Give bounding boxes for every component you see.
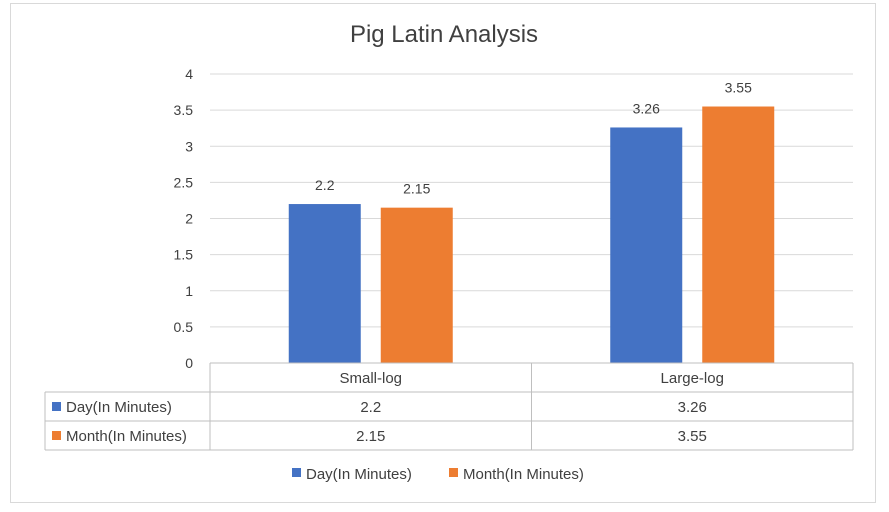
legend-label: Month(In Minutes)	[463, 466, 584, 483]
table-legend-key	[52, 402, 61, 411]
data-label: 2.2	[315, 177, 335, 193]
y-tick-label: 3.5	[174, 102, 194, 118]
legend-key	[292, 468, 301, 477]
chart-frame	[10, 3, 876, 503]
data-label: 3.26	[633, 100, 660, 116]
x-tick-label: Large-log	[661, 370, 724, 387]
y-tick-label: 1.5	[174, 247, 194, 263]
table-series-name: Month(In Minutes)	[66, 428, 187, 445]
data-labels: 2.2 2.15 3.26 3.55	[315, 80, 752, 197]
bars	[288, 106, 775, 363]
y-axis-ticks: 0 0.5 1 1.5 2 2.5 3 3.5 4	[174, 66, 194, 371]
legend-label: Day(In Minutes)	[306, 466, 412, 483]
data-label: 2.15	[403, 181, 430, 197]
table-cell-value: 2.2	[360, 399, 381, 416]
chart-title: Pig Latin Analysis	[350, 21, 538, 48]
y-tick-label: 4	[185, 66, 193, 82]
table-cell-value: 2.15	[356, 428, 385, 445]
legend: Day(In Minutes) Month(In Minutes)	[292, 466, 584, 483]
bar-large-log-day	[610, 127, 683, 363]
legend-key	[449, 468, 458, 477]
y-tick-label: 0.5	[174, 319, 194, 335]
data-label: 3.55	[725, 80, 752, 96]
y-tick-label: 0	[185, 355, 193, 371]
x-tick-label: Small-log	[339, 370, 402, 387]
y-tick-label: 1	[185, 283, 193, 299]
bar-large-log-month	[702, 106, 775, 363]
table-cell-value: 3.26	[678, 399, 707, 416]
table-series-name: Day(In Minutes)	[66, 399, 172, 416]
table-cell-value: 3.55	[678, 428, 707, 445]
bar-small-log-day	[288, 204, 361, 363]
y-tick-label: 2	[185, 211, 193, 227]
y-tick-label: 3	[185, 138, 193, 154]
data-table: Small-log Large-log Day(In Minutes) 2.2 3.26…	[44, 362, 854, 451]
y-tick-label: 2.5	[174, 174, 194, 190]
table-legend-key	[52, 431, 61, 440]
bar-small-log-month	[380, 207, 453, 363]
